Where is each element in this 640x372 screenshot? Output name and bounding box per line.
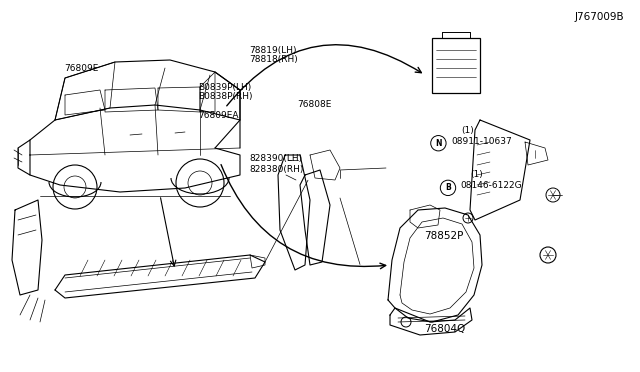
Text: 78819(LH): 78819(LH) xyxy=(250,46,297,55)
Text: 08911-10637: 08911-10637 xyxy=(451,137,512,146)
Text: 76809E: 76809E xyxy=(64,64,99,73)
Text: J767009B: J767009B xyxy=(574,12,624,22)
FancyBboxPatch shape xyxy=(432,38,480,93)
Text: (1): (1) xyxy=(461,126,474,135)
Text: 76804Q: 76804Q xyxy=(424,324,465,334)
Text: 08146-6122G: 08146-6122G xyxy=(461,182,522,190)
Text: N: N xyxy=(435,139,442,148)
Text: 828380(RH): 828380(RH) xyxy=(250,165,304,174)
Text: 78852P: 78852P xyxy=(424,231,463,241)
Text: B0839P(LH): B0839P(LH) xyxy=(198,83,252,92)
Text: B0838P(RH): B0838P(RH) xyxy=(198,92,253,101)
Text: 76809EA: 76809EA xyxy=(198,111,239,120)
Text: 828390(LH): 828390(LH) xyxy=(250,154,303,163)
Text: 76808E: 76808E xyxy=(298,100,332,109)
Text: 78818(RH): 78818(RH) xyxy=(250,55,298,64)
Text: B: B xyxy=(445,183,451,192)
Text: (1): (1) xyxy=(470,170,483,179)
